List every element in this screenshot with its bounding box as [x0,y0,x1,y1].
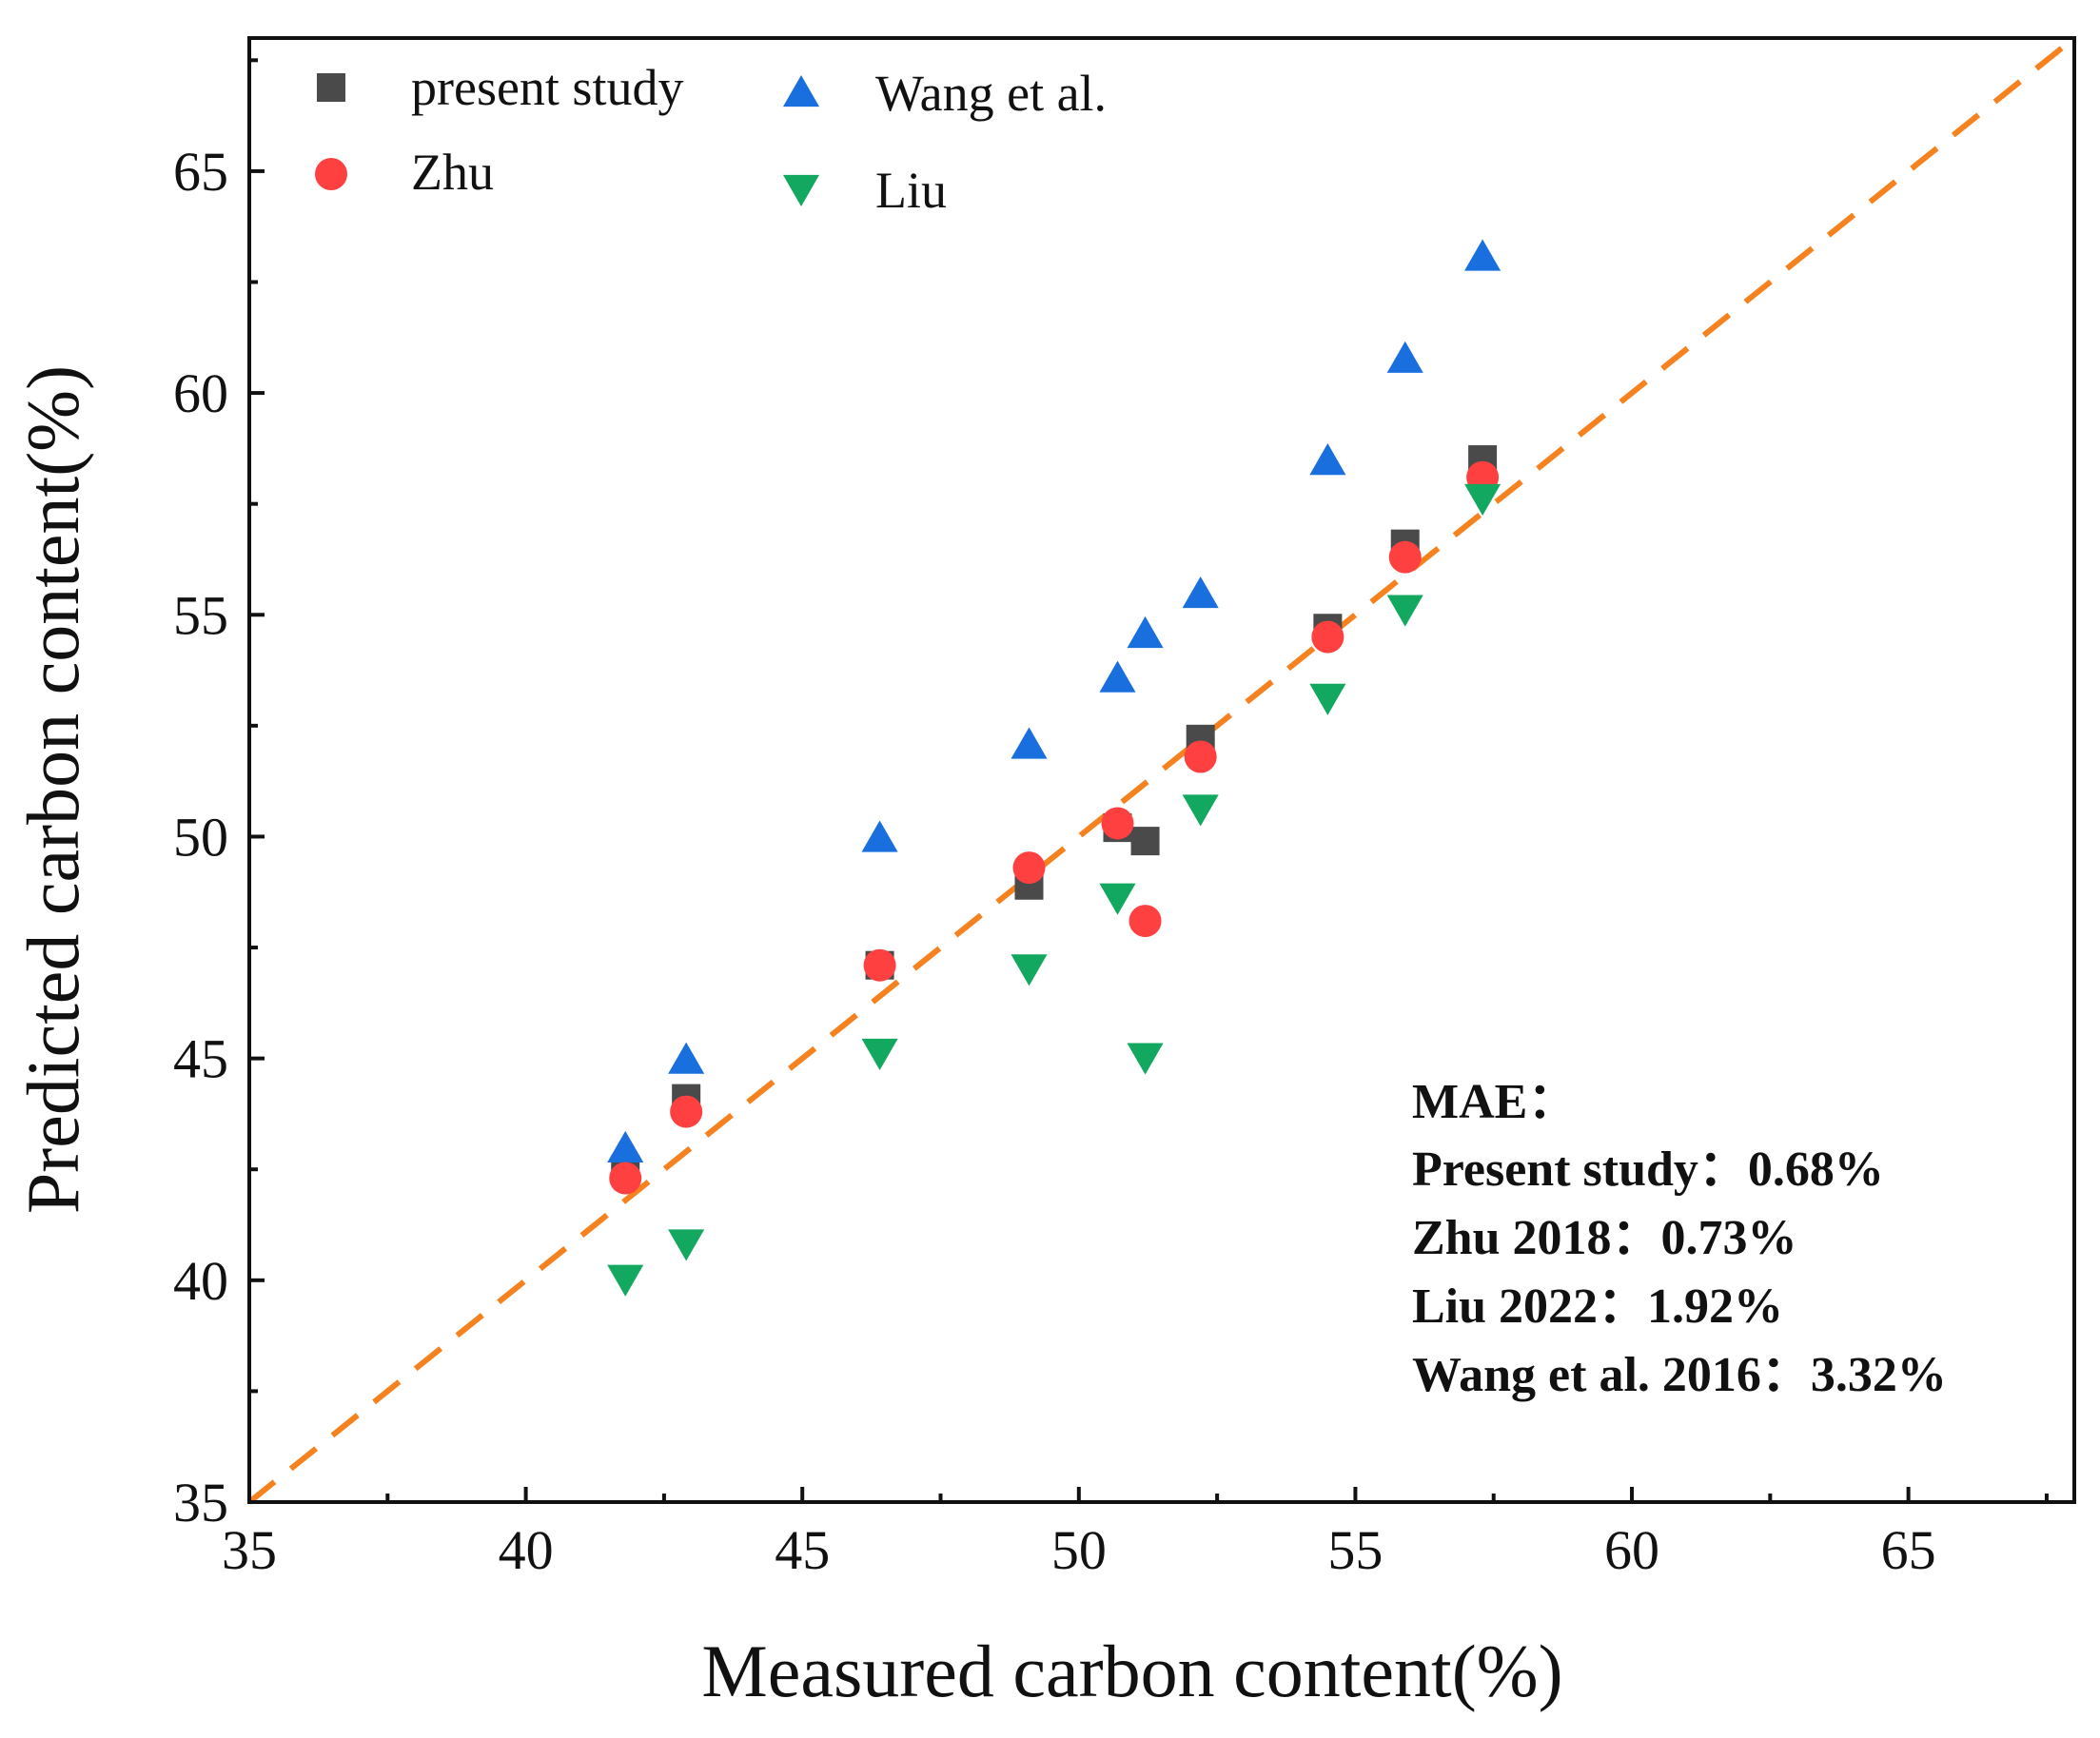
point-wang-et-al [1182,576,1219,609]
legend-marker-wang-et-al [782,75,820,107]
mae-heading: MAE： [1412,1075,1577,1129]
point-liu [1386,595,1423,627]
y-tick-label: 60 [173,362,228,424]
plot-frame [247,36,2076,1504]
x-tick-label: 35 [222,1519,277,1581]
y-tick-label: 50 [173,806,228,868]
point-liu [1182,794,1219,827]
point-zhu [1184,740,1217,773]
point-zhu [1012,851,1046,885]
y-axis-title: Predicted carbon content(%) [11,365,94,1214]
reference-line-layer [247,35,2076,1505]
x-tick-label: 50 [1051,1519,1107,1581]
mae-line-zhu: Zhu 2018：0.73% [1412,1211,1797,1265]
y-tick-label: 55 [173,584,228,646]
legend-marker-present-study [317,73,345,102]
axes-layer [247,36,2076,1504]
point-wang-et-al [1386,341,1423,373]
point-liu [861,1038,898,1070]
point-zhu [670,1095,703,1128]
reference-line [247,35,2076,1505]
point-wang-et-al [861,820,898,852]
point-wang-et-al [1464,239,1501,271]
x-axis-title: Measured carbon content(%) [701,1630,1562,1712]
point-liu [607,1264,644,1297]
legend-label-zhu: Zhu [411,144,494,201]
point-zhu [1311,620,1344,654]
y-tick-label: 45 [173,1028,228,1090]
mae-line-liu: Liu 2022：1.92% [1412,1279,1783,1334]
legend-label-present-study: present study [411,59,683,116]
x-tick-label: 40 [499,1519,554,1581]
point-liu [1309,683,1346,715]
point-wang-et-al [1099,660,1136,693]
x-tick-label: 65 [1881,1519,1936,1581]
point-zhu [863,948,896,982]
point-liu [668,1229,705,1261]
y-tick-label: 35 [173,1472,228,1533]
point-zhu [1388,540,1422,574]
y-tick-label: 65 [173,141,228,203]
mae-annotation: MAE： Present study：0.68% Zhu 2018：0.73% … [1412,1075,1947,1402]
point-wang-et-al [1127,615,1164,649]
point-wang-et-al [607,1130,644,1163]
legend-marker-zhu [315,158,347,190]
x-tick-label: 55 [1327,1519,1383,1581]
legend-label-liu: Liu [875,162,947,219]
legend-marker-liu [782,174,820,206]
point-zhu [1129,905,1162,938]
point-present-study [1130,827,1160,856]
point-wang-et-al [1309,443,1346,476]
data-points-layer [607,239,1501,1297]
point-zhu [1101,807,1134,840]
point-wang-et-al [668,1042,705,1074]
legend: present study Zhu Wang et al. Liu [315,59,1107,219]
point-liu [1099,883,1136,915]
mae-line-present-study: Present study：0.68% [1412,1142,1884,1197]
point-zhu [609,1162,642,1195]
point-wang-et-al [1011,727,1048,759]
x-tick-label: 45 [775,1519,830,1581]
point-liu [1464,483,1501,517]
point-liu [1011,954,1048,986]
tick-labels-layer: 35 40 45 50 55 60 65 35 40 45 50 55 60 65 [173,141,1936,1581]
y-tick-label: 40 [173,1250,228,1312]
x-tick-label: 60 [1604,1519,1659,1581]
legend-label-wang-et-al: Wang et al. [875,65,1107,122]
mae-line-wang: Wang et al. 2016：3.32% [1412,1348,1947,1402]
point-liu [1127,1043,1164,1075]
